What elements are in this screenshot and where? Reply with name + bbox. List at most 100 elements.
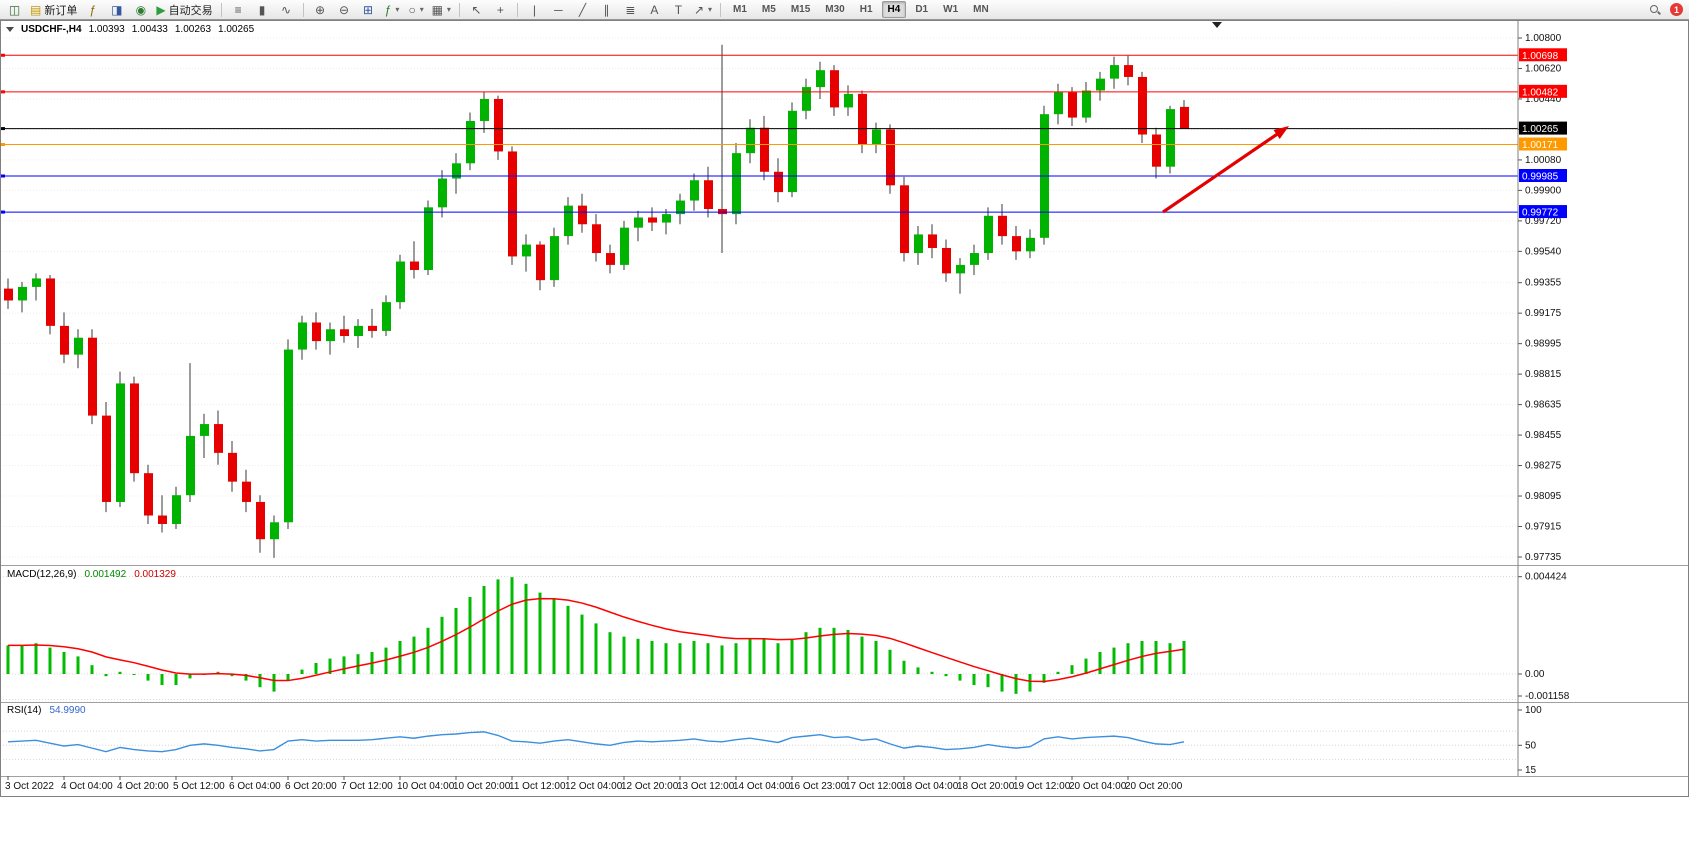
- text-icon[interactable]: A: [643, 1, 666, 19]
- macd-bar: [328, 658, 332, 674]
- charts-icon[interactable]: ◫: [3, 1, 26, 19]
- candle: [536, 241, 545, 291]
- axis-label: 0.98095: [1525, 491, 1562, 502]
- macd-bar: [34, 643, 38, 674]
- trend-arrow-head[interactable]: [1273, 126, 1289, 140]
- cursor-icon[interactable]: ↖: [465, 1, 488, 19]
- candle-body: [592, 224, 601, 254]
- chart-shift-marker[interactable]: [1212, 22, 1222, 28]
- notification-badge[interactable]: 1: [1670, 3, 1683, 16]
- axis-label: 15: [1525, 765, 1537, 776]
- candle-body: [1124, 65, 1133, 77]
- vertical-line-icon[interactable]: |: [523, 1, 546, 19]
- arrows-icon-dropdown-icon[interactable]: ▾: [708, 5, 713, 14]
- timeframe-button-m5[interactable]: M5: [761, 4, 776, 15]
- axis-label: 0.97915: [1525, 522, 1562, 533]
- candle-body: [676, 200, 685, 215]
- axis-label: 7 Oct 12:00: [341, 781, 393, 792]
- indicators-icon[interactable]: ƒ ▾: [381, 1, 404, 19]
- ohlc-low: 1.00263: [174, 24, 212, 35]
- one-click-trading-icon[interactable]: [6, 27, 14, 32]
- timeframe-button-h1[interactable]: H1: [859, 4, 873, 15]
- timeframe-button-m1[interactable]: M1: [733, 4, 747, 15]
- candle-body: [298, 322, 307, 350]
- crosshair-icon[interactable]: +: [489, 1, 512, 19]
- horizontal-lines[interactable]: [0, 53, 1518, 214]
- candle: [396, 254, 405, 309]
- time-axis[interactable]: 3 Oct 2022 4 Oct 04:00 4 Oct 20:00 5 Oct 12…: [5, 776, 1183, 792]
- periods-icon[interactable]: ○ ▾: [405, 1, 428, 19]
- arrows-icon[interactable]: ↗ ▾: [691, 1, 715, 19]
- candle-body: [32, 278, 41, 287]
- text-label-icon-glyph: T: [674, 2, 683, 17]
- templates-icon-dropdown-icon[interactable]: ▾: [446, 5, 451, 14]
- autotrading-button[interactable]: ▶ 自动交易: [153, 1, 215, 19]
- zoom-in-icon[interactable]: ⊕: [309, 1, 332, 19]
- ohlc-open: 1.00393: [88, 24, 125, 35]
- macd-bar: [468, 597, 472, 674]
- line-chart-icon[interactable]: ∿: [275, 1, 298, 19]
- candle-body: [872, 129, 881, 145]
- fibonacci-icon[interactable]: ≣: [619, 1, 642, 19]
- timeframe-button-d1[interactable]: D1: [915, 4, 929, 15]
- price-axis[interactable]: 1.008001.006201.004401.002601.000800.999…: [1518, 33, 1567, 563]
- candle: [928, 224, 937, 259]
- indicator-list-icon[interactable]: ƒ: [81, 1, 104, 19]
- axis-label: 1.00800: [1525, 33, 1562, 44]
- timeframe-button-h4[interactable]: H4: [881, 1, 907, 18]
- tile-windows-icon[interactable]: ⊞: [357, 1, 380, 19]
- macd-bar: [552, 599, 556, 674]
- candle: [144, 464, 153, 524]
- navigator-icon[interactable]: ◉: [129, 1, 152, 19]
- trendline-icon[interactable]: ╱: [571, 1, 594, 19]
- line-chart-icon-glyph: ∿: [281, 2, 292, 17]
- chart-canvas[interactable]: 1.008001.006201.004401.002601.000800.999…: [0, 20, 1689, 797]
- macd-bar: [174, 674, 178, 685]
- new-order-button[interactable]: ▤ 新订单: [27, 1, 80, 19]
- candle-body: [270, 522, 279, 540]
- market-watch-icon[interactable]: ◨: [105, 1, 128, 19]
- timeframe-button-m15[interactable]: M15: [790, 4, 811, 15]
- macd-bar: [454, 608, 458, 674]
- candle-body: [438, 178, 447, 208]
- macd-bar: [1098, 652, 1102, 674]
- periods-icon-dropdown-icon[interactable]: ▾: [419, 5, 424, 14]
- candle-body: [956, 264, 965, 274]
- trend-arrow[interactable]: [1162, 126, 1289, 214]
- candle-body: [802, 87, 811, 111]
- macd-bar: [874, 641, 878, 674]
- candle: [130, 376, 139, 482]
- candlestick-chart-icon[interactable]: ▮: [251, 1, 274, 19]
- zoom-out-icon[interactable]: ⊖: [333, 1, 356, 19]
- indicator-axes[interactable]: 0.004424 0.00 -0.001158 100 50 15: [1518, 572, 1570, 776]
- equidistant-channel-icon[interactable]: ∥: [595, 1, 618, 19]
- trend-arrow-shaft[interactable]: [1162, 129, 1284, 214]
- candle: [46, 275, 55, 335]
- candle-body: [256, 501, 265, 540]
- templates-icon[interactable]: ▦ ▾: [429, 1, 454, 19]
- indicators-icon-dropdown-icon[interactable]: ▾: [395, 5, 400, 14]
- search-icon[interactable]: [1643, 1, 1666, 19]
- text-label-icon[interactable]: T: [667, 1, 690, 19]
- bar-chart-icon[interactable]: ≡: [227, 1, 250, 19]
- macd-bar: [496, 579, 500, 674]
- macd-signal-line: [8, 597, 1185, 683]
- timeframe-button-w1[interactable]: W1: [943, 4, 959, 15]
- candle: [564, 197, 573, 245]
- periods-icon-glyph: ○: [408, 2, 416, 17]
- axis-label: 0.98455: [1525, 430, 1562, 441]
- axis-label: 20 Oct 20:00: [1125, 781, 1183, 792]
- timeframe-button-mn[interactable]: MN: [973, 4, 989, 15]
- axis-label: 12 Oct 20:00: [621, 781, 679, 792]
- chart-window[interactable]: 1.008001.006201.004401.002601.000800.999…: [0, 20, 1689, 797]
- candle-body: [774, 171, 783, 193]
- horizontal-line-icon[interactable]: ─: [547, 1, 570, 19]
- candle: [508, 146, 517, 265]
- price-label-text: 1.00698: [1522, 51, 1559, 62]
- macd-bar: [398, 641, 402, 674]
- new-order-button-label: 新订单: [44, 4, 78, 17]
- hline-left-marker: [0, 174, 5, 178]
- hline-left-marker: [0, 127, 5, 131]
- timeframe-button-m30[interactable]: M30: [825, 4, 845, 15]
- macd-bar: [104, 674, 108, 677]
